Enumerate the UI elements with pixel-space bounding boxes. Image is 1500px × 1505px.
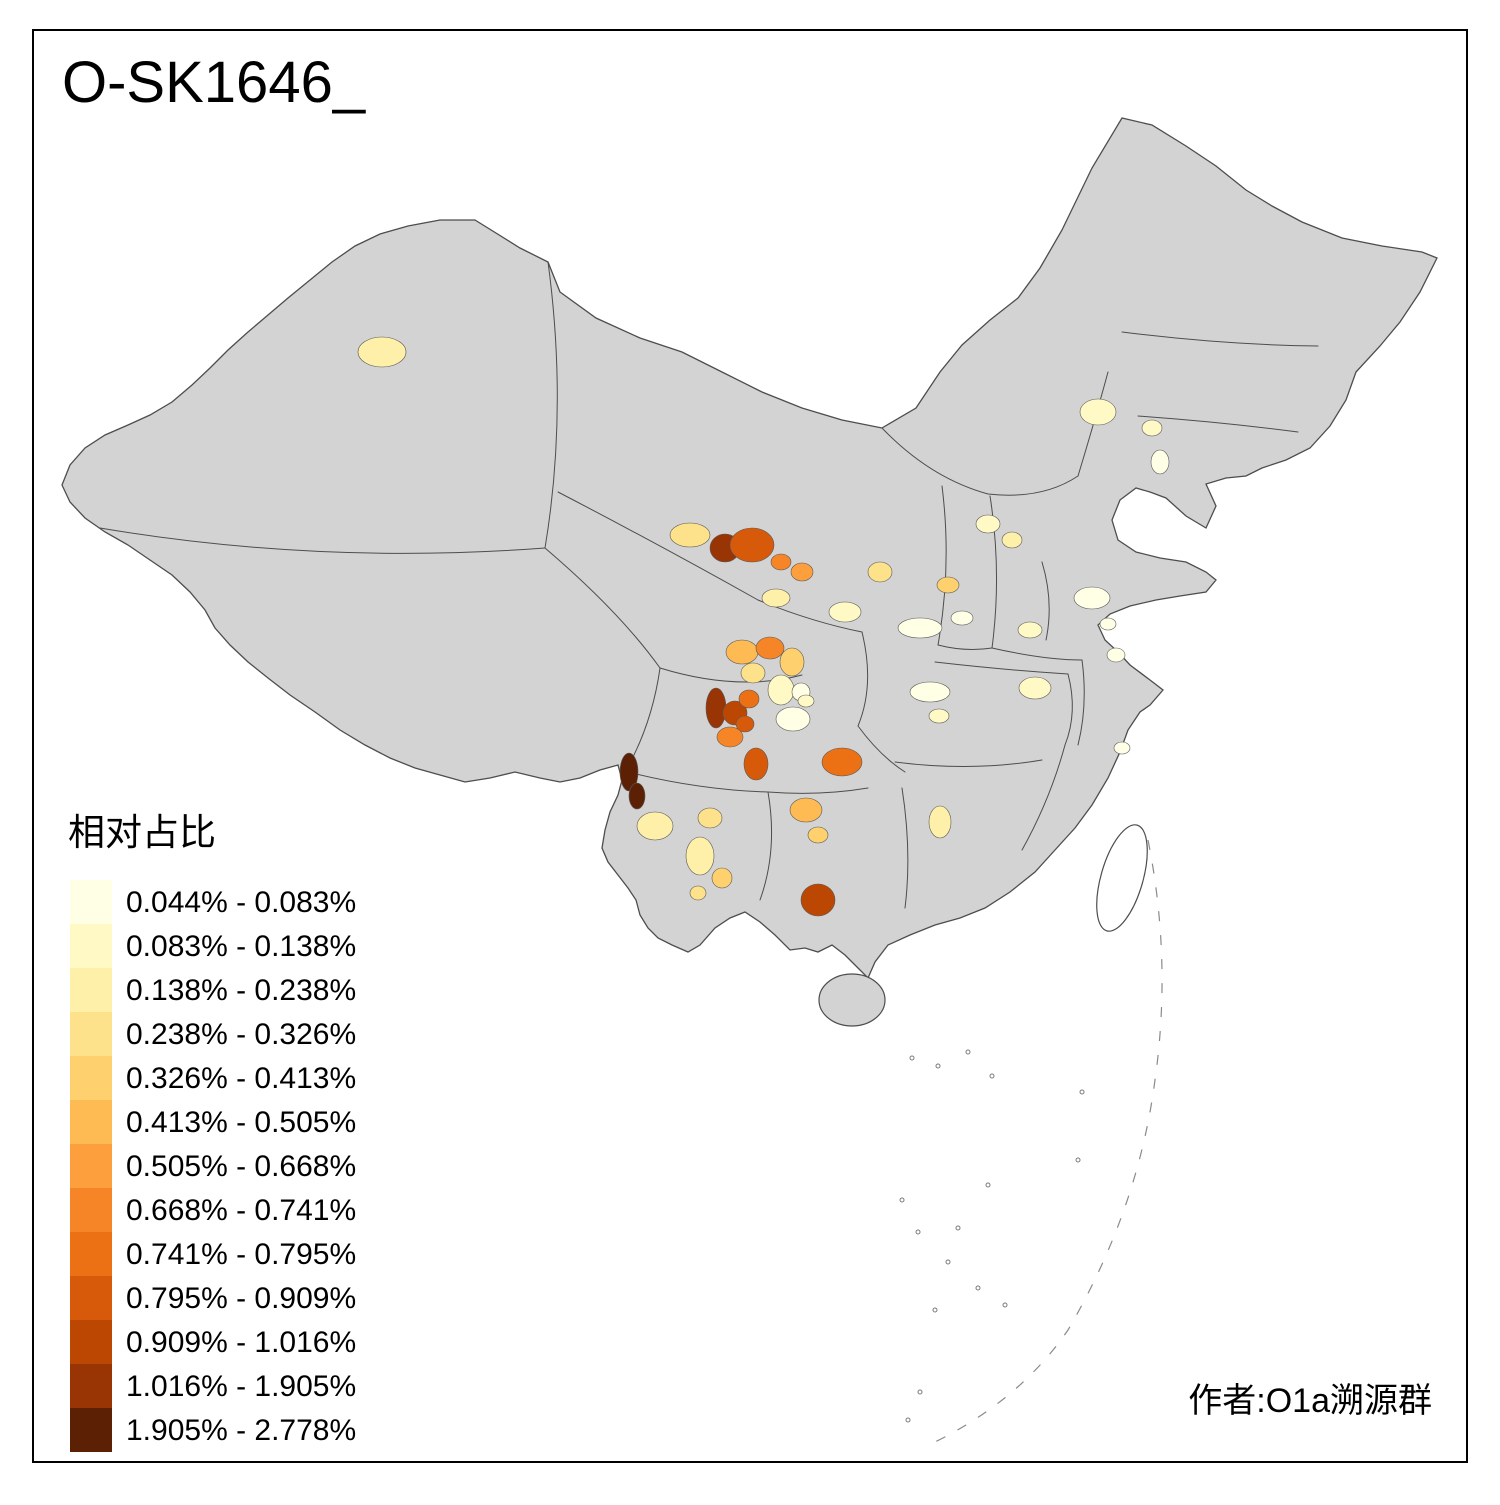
map-region [636,811,674,841]
legend-label: 0.413% - 0.505% [126,1106,356,1139]
taiwan-island [1096,824,1148,932]
map-region [761,588,791,608]
legend-label: 0.238% - 0.326% [126,1018,356,1051]
map-region [716,726,744,748]
map-region [735,715,755,733]
map-region [740,662,766,684]
map-regions [357,336,1170,917]
legend-label: 0.909% - 1.016% [126,1326,356,1359]
legend-label: 0.083% - 0.138% [126,930,356,963]
map-region [1073,586,1111,610]
map-region [767,674,795,706]
map-region [770,553,792,571]
map-region [1099,617,1117,631]
scs-islets [899,1049,1085,1423]
map-region [800,883,836,917]
map-region [928,805,952,839]
legend-swatch [70,1144,112,1188]
map-region [725,639,759,665]
legend-swatch [70,1100,112,1144]
legend-label: 0.138% - 0.238% [126,974,356,1007]
china-map [61,117,1438,1443]
map-region [689,885,707,901]
map-region [909,681,951,703]
map-region [685,836,715,876]
map-region [779,647,805,677]
legend-swatch [70,1188,112,1232]
legend-swatch [70,1320,112,1364]
map-region [628,782,646,810]
legend-label: 0.795% - 0.909% [126,1282,356,1315]
legend-label: 1.905% - 2.778% [126,1414,356,1447]
map-region [897,617,943,639]
author-credit: 作者:O1a溯源群 [1188,1382,1432,1420]
figure-title: O-SK1646_ [62,50,366,115]
map-region [1141,419,1163,437]
map-region [669,522,711,548]
legend-swatch [70,968,112,1012]
legend-swatch [70,1056,112,1100]
map-region [1150,449,1170,475]
map-region [705,687,727,729]
legend-label: 0.741% - 0.795% [126,1238,356,1271]
scs-dashed-line [934,839,1163,1443]
legend-label: 0.668% - 0.741% [126,1194,356,1227]
map-region [1018,676,1052,700]
map-region [867,561,893,583]
legend-swatch [70,1276,112,1320]
map-region [1001,531,1023,549]
map-region [807,826,829,844]
map-region [797,694,815,708]
hainan-island [818,973,886,1027]
map-region [697,807,723,829]
legend-swatch [70,1364,112,1408]
map-region [1079,398,1117,426]
map-region [1113,741,1131,755]
map-region [821,747,863,777]
legend-label: 0.044% - 0.083% [126,886,356,919]
map-region [729,527,775,563]
map-region [1017,621,1043,639]
legend-entries: 0.044% - 0.083% 0.083% - 0.138% 0.138% - 0… [70,880,356,1452]
map-region [619,752,639,792]
map-region [790,562,814,582]
legend-title: 相对占比 [68,812,216,853]
legend-label: 0.326% - 0.413% [126,1062,356,1095]
legend-swatch [70,1012,112,1056]
map-region [928,708,950,724]
map-region [789,797,823,823]
map-region [828,601,862,623]
map-region [755,636,785,660]
map-region [743,747,769,781]
map-region [357,336,407,368]
map-region [775,706,811,732]
south-china-sea [899,839,1163,1443]
map-region [975,514,1001,534]
map-region [936,576,960,594]
legend-swatch [70,924,112,968]
legend-swatch [70,880,112,924]
legend-label: 1.016% - 1.905% [126,1370,356,1403]
legend: 相对占比 0.044% - 0.083% 0.083% - 0.138% 0.138… [68,812,356,1452]
map-region [738,689,760,709]
map-region [950,610,974,626]
map-region [1106,647,1126,663]
legend-label: 0.505% - 0.668% [126,1150,356,1183]
map-region [711,867,733,889]
legend-swatch [70,1408,112,1452]
legend-swatch [70,1232,112,1276]
